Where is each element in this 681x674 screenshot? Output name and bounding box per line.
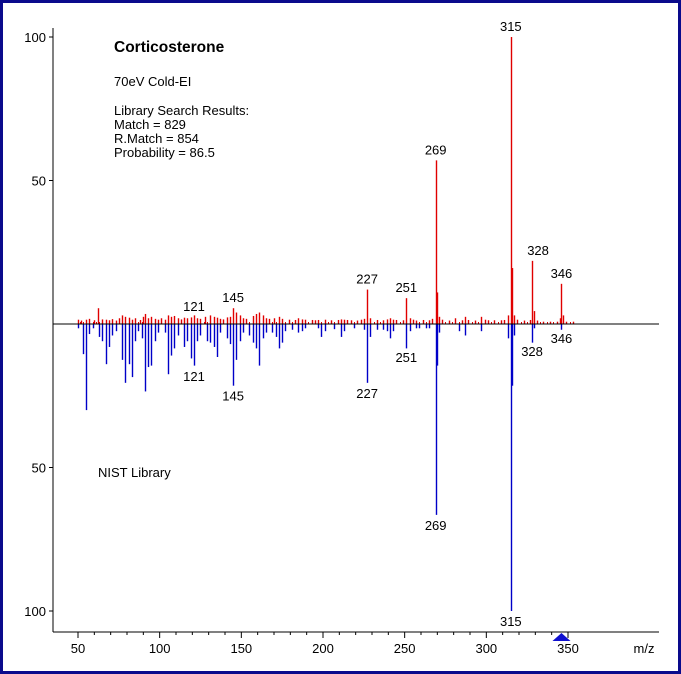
y-tick-label-top-100: 100 [24, 30, 46, 45]
peak-label-top-269: 269 [425, 142, 447, 157]
x-tick-label-50: 50 [71, 641, 85, 656]
peak-label-bottom-121: 121 [183, 369, 205, 384]
peak-label-bottom-269: 269 [425, 518, 447, 533]
peak-label-bottom-227: 227 [356, 386, 378, 401]
peak-label-bottom-315: 315 [500, 614, 522, 629]
peak-label-top-121: 121 [183, 299, 205, 314]
x-tick-label-150: 150 [230, 641, 252, 656]
axes [52, 28, 659, 633]
x-axis-label: m/z [634, 641, 655, 656]
peak-label-top-315: 315 [500, 19, 522, 34]
y-tick-label-bottom-100: 100 [24, 604, 46, 619]
search-match: Match = 829 [114, 117, 186, 132]
y-tick-label-bottom-50: 50 [32, 461, 46, 476]
x-tick-label-200: 200 [312, 641, 334, 656]
peak-label-top-145: 145 [222, 290, 244, 305]
chart-subtitle: 70eV Cold-EI [114, 74, 192, 89]
peak-label-top-328: 328 [527, 243, 549, 258]
peak-label-bottom-251: 251 [395, 350, 417, 365]
peak-label-top-251: 251 [395, 280, 417, 295]
sample-spectrum-bars [77, 37, 575, 324]
y-tick-label-top-50: 50 [32, 174, 46, 189]
library-spectrum-bars [77, 324, 563, 611]
search-probability: Probability = 86.5 [114, 145, 215, 160]
chart-title: Corticosterone [114, 39, 225, 56]
x-tick-label-250: 250 [394, 641, 416, 656]
mz-marker-icon [552, 633, 571, 641]
peak-label-top-346: 346 [551, 266, 573, 281]
search-results-heading: Library Search Results: [114, 103, 250, 118]
library-label: NIST Library [98, 465, 171, 480]
axis-ticks: 100 50 50 100 50 100 150 200 250 300 350 m/z [24, 30, 654, 656]
peak-label-bottom-346: 346 [551, 331, 573, 346]
peak-label-bottom-145: 145 [222, 389, 244, 404]
peak-label-top-227: 227 [356, 272, 378, 287]
x-tick-label-100: 100 [149, 641, 171, 656]
x-tick-label-300: 300 [475, 641, 497, 656]
search-rmatch: R.Match = 854 [114, 131, 199, 146]
x-tick-label-350: 350 [557, 641, 579, 656]
peak-label-bottom-328: 328 [521, 344, 543, 359]
